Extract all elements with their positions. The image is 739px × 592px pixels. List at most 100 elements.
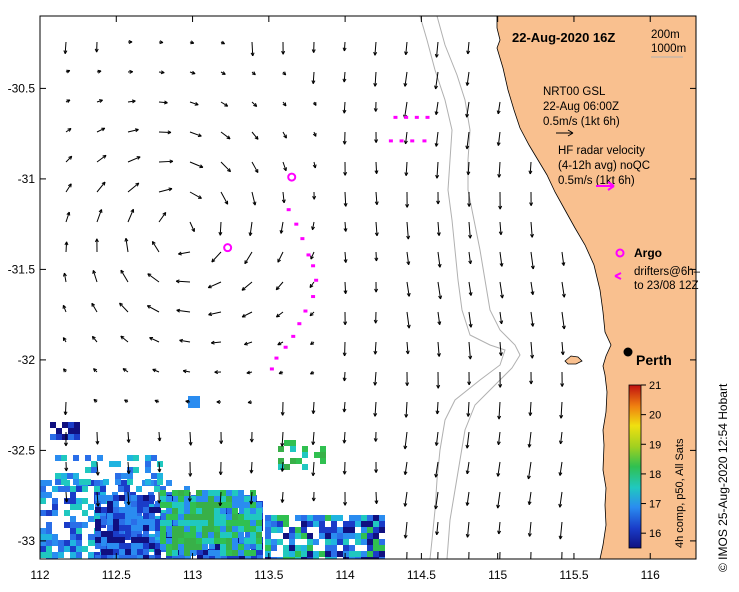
sst-pixel — [197, 555, 203, 559]
sst-pixel — [79, 479, 85, 485]
sst-pixel — [265, 551, 271, 557]
current-vector — [561, 311, 566, 330]
sst-pixel — [373, 557, 379, 559]
sst-pixel — [64, 510, 70, 516]
sst-pixel — [131, 525, 137, 531]
sst-pixel — [226, 490, 232, 496]
sst-pixel — [155, 507, 161, 513]
sst-pixel — [190, 526, 196, 532]
sst-pixel — [113, 519, 119, 525]
sst-pixel — [290, 458, 296, 464]
sst-pixel — [220, 490, 226, 496]
sst-pixel — [256, 508, 262, 514]
current-vector — [248, 221, 253, 236]
sst-pixel — [226, 538, 232, 544]
sst-pixel — [73, 473, 79, 479]
sst-pixel — [373, 545, 379, 551]
current-vector — [127, 182, 140, 193]
sst-pixel — [349, 545, 355, 551]
sst-pixel — [226, 526, 232, 532]
sst-pixel — [202, 520, 208, 526]
current-vector — [403, 131, 408, 145]
sst-pixel — [125, 549, 131, 555]
sst-pixel — [232, 502, 238, 508]
current-vector — [277, 341, 284, 346]
sst-pixel — [196, 520, 202, 526]
sst-pixel — [313, 539, 319, 545]
current-vector — [374, 251, 379, 262]
current-vector — [434, 101, 439, 115]
sst-pixel — [250, 490, 256, 496]
sst-pixel — [119, 507, 125, 513]
current-vector — [310, 370, 315, 375]
current-vector — [279, 221, 284, 234]
sst-pixel — [95, 555, 101, 559]
contour-key-200m: 200m — [651, 29, 680, 41]
sst-pixel — [125, 531, 131, 537]
current-vector — [93, 368, 98, 373]
sst-pixel — [166, 480, 172, 486]
sst-pixel — [64, 522, 70, 528]
sst-pixel — [107, 525, 113, 531]
sst-pixel — [331, 545, 337, 551]
sst-pixel — [178, 514, 184, 520]
current-vector — [496, 101, 501, 115]
sst-pixel — [343, 539, 349, 545]
current-vector — [561, 551, 563, 559]
current-vector — [310, 341, 315, 346]
current-vector — [436, 191, 441, 205]
sst-pixel — [320, 458, 326, 464]
sst-pixel — [367, 539, 373, 545]
sst-pixel — [343, 551, 349, 557]
sst-pixel — [58, 486, 64, 492]
sst-pixel — [361, 521, 367, 527]
current-vector — [468, 281, 473, 296]
sst-pixel — [52, 534, 58, 540]
sst-pixel — [226, 502, 232, 508]
sst-pixel — [131, 549, 137, 555]
current-vector — [343, 311, 348, 326]
sst-pixel — [325, 539, 331, 545]
sst-pixel — [221, 555, 227, 559]
sst-pixel — [331, 539, 337, 545]
sst-pixel — [95, 525, 101, 531]
sst-pixel — [295, 557, 301, 559]
sst-pixel — [64, 546, 70, 552]
current-vector — [182, 369, 191, 374]
colorbar-tick-label: 21 — [649, 380, 661, 392]
current-vector — [63, 368, 67, 373]
current-vector — [311, 431, 316, 446]
sst-pixel — [203, 549, 209, 555]
sst-pixel — [214, 520, 220, 526]
sst-pixel — [244, 544, 250, 550]
current-vector — [251, 191, 257, 206]
current-vector — [208, 311, 222, 317]
current-vector — [119, 302, 129, 313]
current-vector — [468, 341, 473, 360]
sst-pixel — [313, 557, 319, 559]
sst-pixel — [166, 514, 172, 520]
sst-pixel — [349, 533, 355, 539]
sst-pixel — [214, 496, 220, 502]
current-vector — [281, 41, 286, 55]
sst-pixel — [46, 492, 52, 498]
sst-pixel — [232, 538, 238, 544]
sst-pixel — [238, 514, 244, 520]
sst-pixel — [379, 527, 385, 533]
sst-pixel — [214, 532, 220, 538]
sst-pixel — [145, 455, 151, 461]
sst-pixel — [58, 540, 64, 546]
drifter-point — [269, 367, 274, 371]
current-vector — [278, 370, 284, 375]
sst-pixel — [64, 486, 70, 492]
sst-pixel — [127, 473, 133, 479]
sst-pixel — [251, 543, 257, 549]
sst-pixel — [101, 549, 107, 555]
current-vector — [312, 131, 317, 137]
current-vector — [124, 237, 129, 253]
sst-pixel — [325, 527, 331, 533]
sst-pixel — [70, 504, 76, 510]
sst-pixel — [127, 467, 133, 473]
sst-pixel — [190, 538, 196, 544]
sst-pixel — [196, 514, 202, 520]
